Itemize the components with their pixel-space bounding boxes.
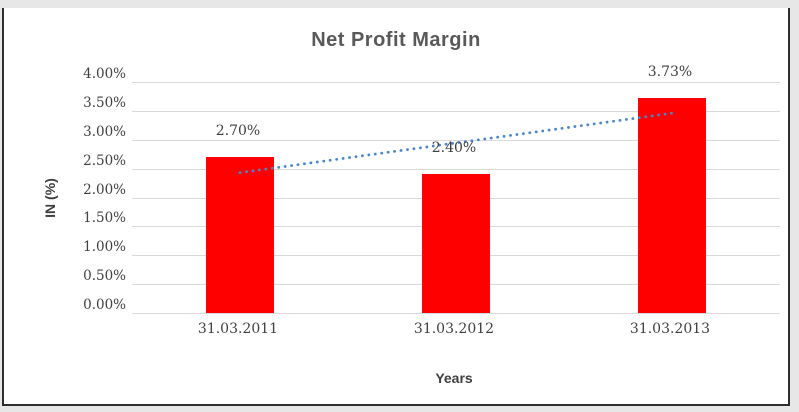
data-label: 2.70% — [215, 123, 261, 140]
y-tick-label: 2.00% — [83, 181, 126, 198]
trendline — [238, 111, 674, 175]
gridline — [132, 139, 780, 141]
x-tick-label: 31.03.2013 — [629, 321, 711, 337]
y-tick-label: 3.00% — [83, 123, 126, 140]
data-label: 3.73% — [647, 63, 693, 80]
chart-frame: Net Profit Margin IN (%) 0.00% 0.50% 1.00%… — [2, 8, 790, 406]
gridline — [132, 82, 780, 83]
gridline — [132, 110, 780, 112]
y-tick-label: 1.50% — [83, 210, 126, 227]
x-axis-title: Years — [435, 370, 473, 386]
y-tick-label: 1.00% — [83, 239, 126, 256]
chart-title: Net Profit Margin — [311, 29, 481, 51]
y-tick-label: 3.50% — [83, 94, 126, 111]
y-tick-label: 0.50% — [83, 268, 126, 285]
gridline — [132, 168, 780, 170]
x-tick-label: 31.03.2012 — [413, 321, 495, 337]
gridline — [132, 313, 780, 314]
y-tick-label: 4.00% — [83, 66, 126, 82]
y-tick-label: 2.50% — [83, 152, 126, 169]
trendline-layer — [238, 111, 674, 175]
bar-31.03.2012 — [422, 174, 490, 313]
bar-31.03.2013 — [638, 97, 706, 313]
x-tick-label: 31.03.2011 — [197, 321, 279, 337]
bar-31.03.2011 — [206, 157, 274, 313]
data-label: 2.40% — [431, 140, 477, 157]
y-tick-label: 0.00% — [83, 297, 126, 313]
plot-area — [132, 82, 780, 314]
